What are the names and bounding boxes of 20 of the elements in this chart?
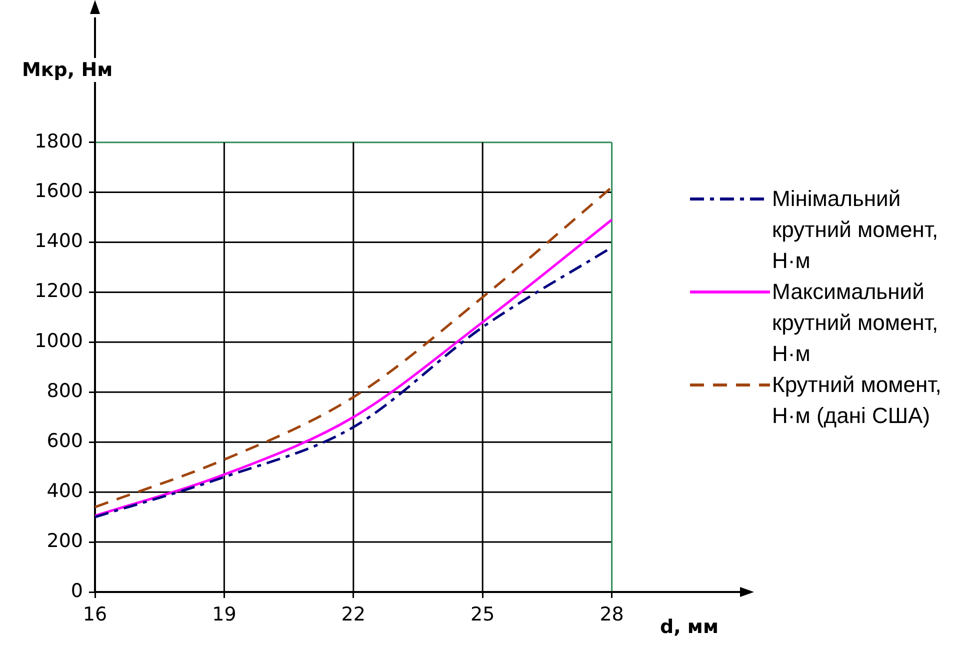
legend-label: Крутний момент, Н·м (дані США)	[772, 371, 942, 430]
legend-label: Максимальний крутний момент, Н·м	[772, 278, 940, 368]
x-tick-label: 16	[82, 603, 108, 626]
y-tick-label: 200	[46, 530, 83, 552]
y-tick-label: 1400	[34, 230, 83, 252]
y-tick-label: 1200	[34, 280, 83, 302]
legend-label: Мінімальний крутний момент, Н·м	[772, 185, 940, 275]
x-tick-label: 22	[341, 603, 366, 626]
y-tick-label: 400	[46, 480, 83, 502]
x-axis-title: d, мм	[660, 616, 718, 638]
y-tick-label: 600	[46, 430, 83, 452]
y-tick-label: 800	[46, 380, 83, 402]
x-tick-label: 25	[470, 603, 495, 626]
y-axis-title: Мкр, Нм	[22, 58, 113, 82]
y-tick-label: 0	[70, 580, 83, 602]
x-tick-label: 28	[600, 603, 624, 626]
x-tick-label: 19	[212, 603, 236, 626]
y-tick-label: 1000	[34, 330, 83, 352]
y-tick-label: 1800	[34, 130, 83, 152]
y-tick-label: 1600	[34, 180, 83, 202]
